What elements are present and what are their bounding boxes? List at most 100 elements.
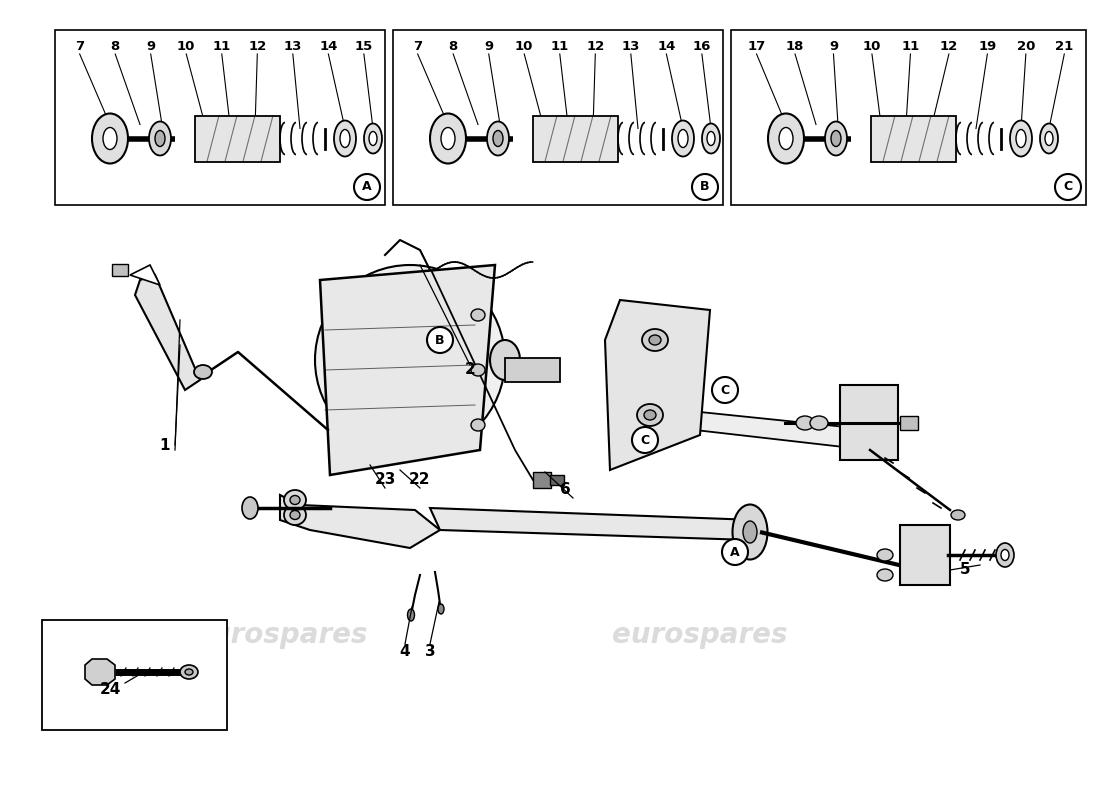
Polygon shape bbox=[130, 265, 159, 285]
Ellipse shape bbox=[642, 329, 668, 351]
Text: 13: 13 bbox=[621, 39, 640, 53]
Text: 11: 11 bbox=[212, 39, 231, 53]
Circle shape bbox=[427, 327, 453, 353]
Bar bbox=[900, 525, 950, 585]
Ellipse shape bbox=[368, 131, 377, 146]
Ellipse shape bbox=[185, 669, 192, 675]
Bar bbox=[732, 30, 1086, 205]
Circle shape bbox=[632, 427, 658, 453]
Text: 21: 21 bbox=[1055, 39, 1074, 53]
Ellipse shape bbox=[430, 114, 466, 163]
Text: 23: 23 bbox=[374, 473, 396, 487]
Circle shape bbox=[354, 174, 379, 200]
Text: 10: 10 bbox=[515, 39, 534, 53]
Bar bbox=[195, 115, 280, 162]
Text: B: B bbox=[436, 334, 444, 346]
Text: C: C bbox=[640, 434, 650, 446]
Text: 7: 7 bbox=[414, 39, 422, 53]
Ellipse shape bbox=[148, 122, 170, 155]
Bar bbox=[534, 472, 551, 488]
Circle shape bbox=[1055, 174, 1081, 200]
Bar bbox=[393, 30, 723, 205]
Text: 4: 4 bbox=[399, 645, 410, 659]
Text: 3: 3 bbox=[425, 645, 436, 659]
Text: 2: 2 bbox=[464, 362, 475, 378]
Ellipse shape bbox=[407, 609, 415, 621]
Circle shape bbox=[692, 174, 718, 200]
Text: 8: 8 bbox=[111, 39, 120, 53]
Text: 7: 7 bbox=[75, 39, 85, 53]
Ellipse shape bbox=[779, 127, 793, 150]
Polygon shape bbox=[135, 275, 200, 390]
Ellipse shape bbox=[155, 130, 165, 146]
Text: 14: 14 bbox=[657, 39, 675, 53]
Ellipse shape bbox=[493, 130, 503, 146]
Text: 24: 24 bbox=[99, 682, 121, 698]
Bar bbox=[42, 620, 227, 730]
Ellipse shape bbox=[487, 122, 509, 155]
Ellipse shape bbox=[810, 416, 828, 430]
Ellipse shape bbox=[471, 309, 485, 321]
Ellipse shape bbox=[103, 127, 117, 150]
Ellipse shape bbox=[364, 123, 382, 154]
Ellipse shape bbox=[996, 543, 1014, 567]
Ellipse shape bbox=[92, 114, 128, 163]
Ellipse shape bbox=[290, 495, 300, 505]
Bar bbox=[840, 385, 898, 460]
Text: eurospares: eurospares bbox=[532, 146, 707, 174]
Ellipse shape bbox=[733, 505, 768, 559]
Ellipse shape bbox=[471, 419, 485, 431]
Text: 14: 14 bbox=[319, 39, 338, 53]
Text: 1: 1 bbox=[160, 438, 170, 453]
Text: 18: 18 bbox=[785, 39, 804, 53]
Text: 22: 22 bbox=[409, 473, 431, 487]
Text: 12: 12 bbox=[939, 39, 958, 53]
Circle shape bbox=[315, 265, 505, 455]
Text: 8: 8 bbox=[449, 39, 458, 53]
Circle shape bbox=[370, 320, 450, 400]
Text: 6: 6 bbox=[560, 482, 571, 498]
Text: 10: 10 bbox=[862, 39, 881, 53]
Polygon shape bbox=[320, 265, 495, 475]
Polygon shape bbox=[695, 412, 875, 450]
Bar bbox=[900, 416, 918, 430]
Ellipse shape bbox=[825, 122, 847, 155]
Ellipse shape bbox=[830, 130, 842, 146]
Ellipse shape bbox=[284, 505, 306, 525]
Bar bbox=[505, 358, 560, 382]
Ellipse shape bbox=[952, 510, 965, 520]
Ellipse shape bbox=[441, 127, 455, 150]
Circle shape bbox=[712, 377, 738, 403]
Ellipse shape bbox=[340, 130, 350, 147]
Polygon shape bbox=[280, 495, 440, 548]
Text: 9: 9 bbox=[829, 39, 838, 53]
Ellipse shape bbox=[678, 130, 688, 147]
Ellipse shape bbox=[796, 416, 814, 430]
Text: 17: 17 bbox=[747, 39, 766, 53]
Text: 9: 9 bbox=[146, 39, 155, 53]
Bar bbox=[550, 475, 564, 485]
Text: 10: 10 bbox=[177, 39, 196, 53]
Ellipse shape bbox=[471, 364, 485, 376]
Text: A: A bbox=[362, 181, 372, 194]
Ellipse shape bbox=[702, 123, 721, 154]
Text: 15: 15 bbox=[355, 39, 373, 53]
Ellipse shape bbox=[637, 404, 663, 426]
Text: eurospares: eurospares bbox=[192, 146, 367, 174]
Ellipse shape bbox=[180, 665, 198, 679]
Bar bbox=[112, 264, 128, 276]
Ellipse shape bbox=[644, 410, 656, 420]
Ellipse shape bbox=[1040, 123, 1058, 154]
Bar bbox=[55, 30, 385, 205]
Text: eurospares: eurospares bbox=[613, 621, 788, 649]
Text: 13: 13 bbox=[284, 39, 302, 53]
Ellipse shape bbox=[768, 114, 804, 163]
Ellipse shape bbox=[490, 340, 520, 380]
Ellipse shape bbox=[334, 121, 356, 157]
Text: 16: 16 bbox=[693, 39, 711, 53]
Ellipse shape bbox=[742, 521, 757, 543]
Ellipse shape bbox=[242, 497, 258, 519]
Bar bbox=[534, 115, 618, 162]
Text: 9: 9 bbox=[484, 39, 493, 53]
Circle shape bbox=[722, 539, 748, 565]
